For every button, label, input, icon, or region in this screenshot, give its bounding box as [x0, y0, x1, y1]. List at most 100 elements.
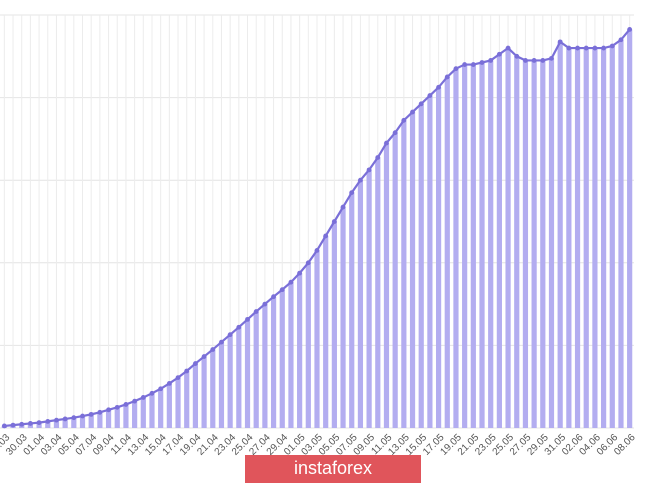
bar — [401, 120, 407, 428]
point — [175, 375, 181, 381]
bar — [349, 192, 355, 428]
bar — [305, 262, 311, 428]
point — [10, 422, 16, 428]
bar — [340, 207, 346, 428]
bar — [462, 64, 468, 428]
bar — [45, 421, 51, 428]
point — [331, 219, 337, 224]
bar — [323, 235, 329, 428]
point — [158, 386, 164, 392]
point — [601, 45, 607, 51]
point — [618, 37, 624, 43]
point — [540, 58, 546, 63]
bar — [609, 45, 615, 428]
point — [401, 117, 407, 123]
bar — [288, 282, 294, 428]
point — [71, 415, 77, 421]
bar — [409, 112, 416, 429]
bar — [548, 58, 555, 429]
bar — [184, 371, 190, 428]
bar — [132, 401, 138, 428]
point — [288, 279, 294, 285]
point — [166, 380, 172, 386]
point — [479, 60, 485, 65]
point — [1, 423, 7, 429]
point — [123, 402, 129, 407]
bar — [36, 422, 42, 428]
bar — [522, 60, 529, 429]
bar — [192, 363, 199, 428]
bar — [592, 48, 598, 428]
bar — [514, 56, 520, 429]
bar — [366, 169, 372, 428]
point — [140, 395, 146, 400]
point — [279, 287, 285, 293]
bar — [583, 48, 589, 428]
bar — [488, 60, 494, 429]
point — [592, 45, 598, 51]
bar — [270, 296, 277, 428]
point — [201, 354, 207, 359]
point — [271, 294, 276, 300]
bar — [253, 311, 259, 428]
point — [557, 39, 563, 45]
bar — [62, 418, 68, 428]
point — [609, 43, 615, 49]
point — [106, 407, 111, 413]
bar — [357, 180, 364, 428]
bar — [375, 157, 381, 429]
point — [505, 45, 511, 51]
bar — [392, 132, 398, 428]
point — [245, 316, 250, 322]
bar — [557, 41, 563, 428]
point — [149, 390, 155, 396]
point — [523, 58, 528, 63]
point — [236, 324, 242, 330]
point — [436, 84, 441, 90]
point — [132, 398, 138, 404]
bar — [444, 76, 450, 428]
watermark: instaforex — [294, 458, 372, 478]
bar — [331, 221, 337, 428]
bar — [453, 68, 459, 428]
point — [349, 190, 355, 195]
point — [410, 109, 415, 115]
bar — [540, 60, 546, 429]
bar — [427, 95, 433, 428]
point — [184, 368, 190, 374]
bar — [114, 407, 120, 428]
point — [19, 421, 25, 427]
bar — [383, 143, 390, 428]
point — [488, 58, 494, 63]
point — [80, 413, 85, 419]
bar — [470, 64, 476, 428]
point — [97, 409, 103, 415]
bar — [105, 409, 112, 428]
point — [297, 270, 303, 276]
point — [210, 347, 216, 352]
point — [583, 45, 589, 51]
bar — [314, 250, 320, 428]
point — [453, 66, 459, 72]
bar — [618, 39, 624, 428]
point — [514, 53, 520, 59]
point — [262, 301, 268, 307]
bar — [53, 420, 60, 428]
point — [193, 361, 198, 366]
point — [314, 248, 320, 253]
point — [305, 260, 311, 266]
point — [219, 339, 224, 345]
point — [470, 62, 476, 67]
bar — [435, 87, 442, 429]
bar — [627, 29, 633, 429]
point — [340, 204, 346, 210]
bar — [123, 404, 129, 428]
point — [358, 177, 363, 183]
bar — [227, 334, 233, 428]
point — [575, 45, 580, 51]
bar — [166, 383, 172, 428]
bar — [531, 60, 537, 429]
point — [462, 62, 468, 67]
bar — [149, 393, 155, 428]
